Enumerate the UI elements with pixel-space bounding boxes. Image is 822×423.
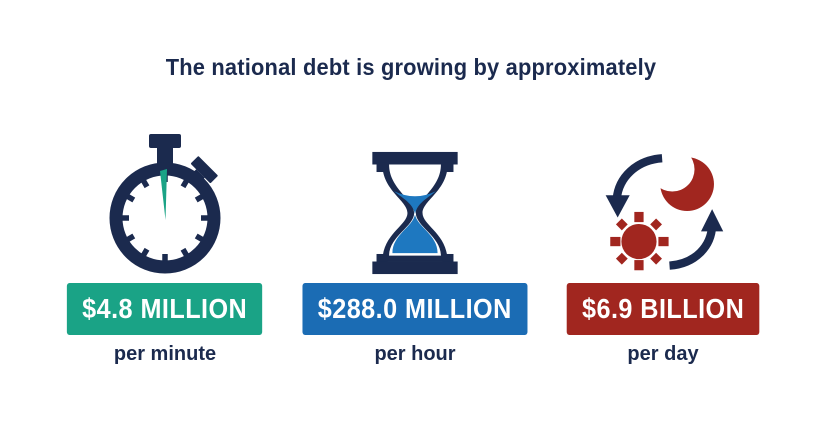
amount-badge: $4.8 MILLION bbox=[67, 283, 263, 335]
amount-badge: $6.9 BILLION bbox=[566, 283, 760, 335]
amount-label: $4.8 MILLION bbox=[82, 293, 248, 324]
period-label: per day bbox=[627, 343, 699, 365]
amount-label: $288.0 MILLION bbox=[318, 293, 512, 324]
stopwatch-icon bbox=[109, 134, 221, 274]
debt-rate-item-day: $6.9 BILLION per day bbox=[538, 128, 788, 366]
period-label: per hour bbox=[374, 343, 456, 365]
amount-badge: $288.0 MILLION bbox=[302, 283, 528, 335]
period-label: per minute bbox=[113, 343, 217, 365]
day-night-cycle-icon bbox=[605, 147, 723, 271]
page-title: The national debt is growing by approxim… bbox=[165, 54, 657, 80]
icon-box bbox=[40, 128, 290, 276]
icon-box bbox=[290, 128, 540, 276]
amount-label: $6.9 BILLION bbox=[581, 293, 745, 324]
icon-box bbox=[538, 128, 788, 276]
debt-rate-item-minute: $4.8 MILLION per minute bbox=[40, 128, 290, 366]
hourglass-icon bbox=[372, 151, 458, 275]
debt-rate-item-hour: $288.0 MILLION per hour bbox=[290, 128, 540, 366]
